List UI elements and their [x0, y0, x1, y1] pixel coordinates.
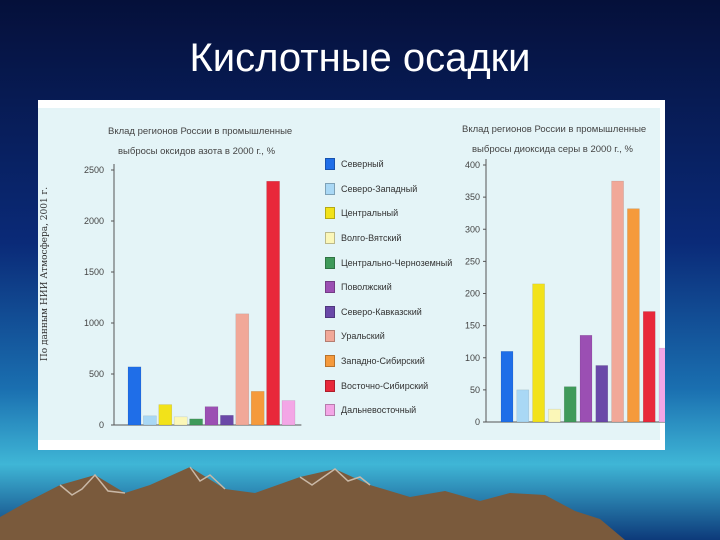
left-y-tick-label: 1500: [84, 267, 104, 277]
legend-item: Поволжский: [325, 275, 465, 300]
legend-label: Восточно-Сибирский: [341, 380, 429, 391]
left-bar: [189, 418, 203, 426]
right-bar: [516, 389, 530, 423]
legend-swatch: [325, 281, 335, 294]
right-bar: [500, 351, 514, 423]
legend-swatch: [325, 158, 335, 171]
left-bar: [127, 366, 142, 426]
plot-panel: [52, 108, 660, 440]
slide-title: Кислотные осадки: [189, 36, 531, 80]
mountain-highlights: [59, 473, 126, 496]
left-bar: [220, 415, 234, 426]
left-y-tick-label: 500: [89, 369, 104, 379]
legend-label: Уральский: [341, 331, 385, 342]
left-chart-title: Вклад регионов России в промышленные выбр…: [108, 126, 292, 157]
right-y-tick-label: 400: [465, 160, 480, 170]
left-y-tick-label: 0: [99, 420, 104, 430]
legend-label: Северный: [341, 159, 384, 170]
legend-item: Волго-Вятский: [325, 226, 465, 251]
right-bar: [642, 311, 656, 423]
legend-label: Поволжский: [341, 282, 392, 293]
right-bar: [548, 408, 561, 423]
legend-item: Северный: [325, 152, 465, 177]
legend-swatch: [325, 232, 335, 245]
legend-label: Волго-Вятский: [341, 233, 402, 244]
left-bar: [143, 415, 157, 426]
legend-swatch: [325, 379, 335, 392]
right-y-tick-label: 350: [465, 192, 480, 202]
left-y-tick-label: 2000: [84, 216, 104, 226]
legend-swatch: [325, 330, 335, 343]
mountain-highlights: [189, 466, 226, 490]
right-chart-title: Вклад регионов России в промышленные выбр…: [462, 124, 646, 155]
legend-swatch: [325, 355, 335, 368]
right-y-tick-label: 300: [465, 224, 480, 234]
right-y-tick-label: 50: [470, 385, 480, 395]
legend-swatch: [325, 207, 335, 220]
legend: Северный Северо-Западный Центральный Волго-…: [325, 152, 465, 423]
legend-item: Западно-Сибирский: [325, 349, 465, 374]
legend-swatch: [325, 305, 335, 318]
right-y-tick-label: 200: [465, 289, 480, 299]
chart-figure: По данным НИИ Атмосфера, 2001 г. Вклад р…: [38, 100, 665, 450]
legend-label: Дальневосточный: [341, 405, 417, 416]
left-bar: [158, 404, 173, 426]
right-bar: [532, 283, 545, 423]
right-bar: [563, 386, 577, 423]
legend-item: Дальневосточный: [325, 398, 465, 423]
mountain-highlights: [299, 468, 371, 486]
legend-label: Северо-Западный: [341, 183, 418, 194]
right-y-tick-label: 100: [465, 353, 480, 363]
left-bar: [281, 400, 296, 426]
mountains-decoration: [0, 466, 625, 540]
right-bar: [611, 180, 624, 423]
legend-label: Центрально-Черноземный: [341, 257, 453, 268]
right-bar: [658, 347, 665, 423]
left-bar: [173, 416, 188, 426]
right-y-tick-label: 250: [465, 256, 480, 266]
left-bar: [250, 391, 265, 426]
left-bar: [266, 180, 280, 426]
legend-label: Центральный: [341, 208, 399, 219]
legend-item: Северо-Западный: [325, 177, 465, 202]
legend-swatch: [325, 404, 335, 417]
left-bar: [235, 313, 250, 426]
legend-swatch: [325, 256, 335, 269]
right-y-tick-label: 0: [475, 417, 480, 427]
charts-svg: Вклад регионов России в промышленные выбр…: [84, 124, 665, 430]
right-bar: [579, 335, 593, 423]
legend-item: Северо-Кавказский: [325, 300, 465, 325]
left-bar: [204, 406, 219, 426]
mountain-range-shape: [0, 467, 625, 540]
legend-item: Центральный: [325, 201, 465, 226]
legend-item: Уральский: [325, 324, 465, 349]
legend-swatch: [325, 182, 335, 195]
right-bar: [595, 365, 609, 423]
legend-label: Западно-Сибирский: [341, 356, 425, 367]
right-y-tick-label: 150: [465, 321, 480, 331]
legend-label: Северо-Кавказский: [341, 306, 422, 317]
legend-item: Центрально-Черноземный: [325, 250, 465, 275]
left-y-tick-label: 2500: [84, 165, 104, 175]
right-bar: [627, 208, 640, 423]
legend-item: Восточно-Сибирский: [325, 373, 465, 398]
left-y-tick-label: 1000: [84, 318, 104, 328]
